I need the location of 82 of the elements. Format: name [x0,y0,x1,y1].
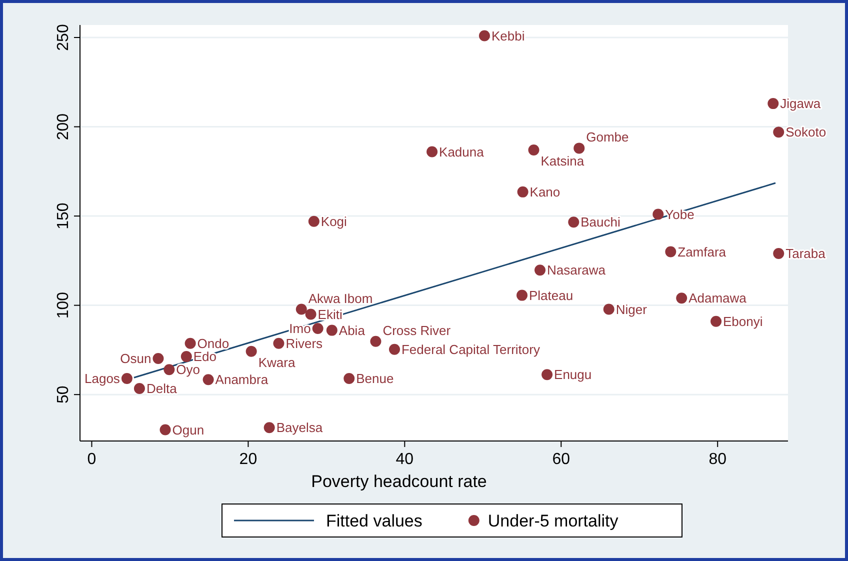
data-label: Kano [530,184,560,200]
data-label: Bauchi [580,214,621,230]
point [160,424,171,436]
data-label: Nasarawa [547,262,606,278]
point [426,146,438,158]
point [184,338,196,349]
data-label: Taraba [786,246,826,262]
data-label: Adamawa [688,290,748,306]
data-label: Plateau [529,288,574,303]
point [312,323,324,334]
data-label: Ondo [197,336,230,351]
x-tick-label: 20 [239,451,258,468]
data-label: Kaduna [439,144,485,160]
data-label: Anambra [215,372,269,388]
point [164,364,175,376]
y-tick-label: 250 [55,24,72,51]
data-label: Ekiti [318,306,342,322]
point [542,369,553,380]
y-tick-label: 100 [55,292,72,319]
x-tick-label: 40 [396,451,414,468]
data-label: Enugu [554,367,592,382]
point [273,338,284,349]
data-label: Lagos [84,371,120,386]
data-label: Kebbi [491,28,525,44]
legend-label: Under-5 mortality [488,511,619,530]
point [603,304,614,315]
point [246,346,257,357]
point [121,373,132,384]
data-label: Delta [146,381,178,396]
point [326,324,338,336]
data-label: Rivers [286,336,324,351]
data-label: Kogi [320,214,348,229]
data-label: Oyo [176,362,200,378]
data-label: Federal Capital Territory [401,342,540,357]
point [152,353,164,364]
point [773,248,784,260]
point [344,373,355,384]
data-label: Cross River [382,322,452,338]
data-label: Kwara [258,354,296,370]
data-label: Benue [356,371,394,386]
data-label: Ogun [172,422,204,438]
data-label: Osun [120,351,152,366]
data-label: Abia [338,322,366,338]
data-label: Niger [616,302,648,317]
point [517,186,528,198]
y-tick-label: 50 [55,386,72,404]
point [710,316,722,327]
point [296,304,307,315]
data-label: Gombe [586,130,629,145]
data-label: Sokoto [786,124,826,140]
x-tick-label: 0 [87,451,96,468]
x-axis-title: Poverty headcount rate [311,472,487,491]
legend-label: Fitted values [326,511,422,530]
point [676,292,688,304]
point [202,374,214,386]
data-label: Jigawa [780,96,822,112]
point [652,208,664,220]
point [568,216,580,228]
point [308,216,320,227]
data-label: Akwa Ibom [308,290,373,306]
data-label: Ebonyi [723,314,763,329]
point [180,351,192,362]
point [528,144,540,156]
data-label: Katsina [540,154,585,169]
point [264,422,275,434]
point [574,142,585,154]
point [516,290,528,301]
point [134,383,145,394]
point [370,336,382,347]
point [773,126,784,138]
point [534,264,546,276]
y-tick-label: 200 [55,113,72,140]
x-tick-label: 80 [708,451,727,468]
x-tick-label: 60 [552,451,570,468]
data-label: Bayelsa [276,420,324,436]
point [768,98,779,110]
point [305,308,316,320]
y-tick-label: 150 [55,202,72,230]
point [388,344,400,355]
point [665,246,676,258]
point [478,30,490,42]
data-label: Zamfara [678,244,727,260]
